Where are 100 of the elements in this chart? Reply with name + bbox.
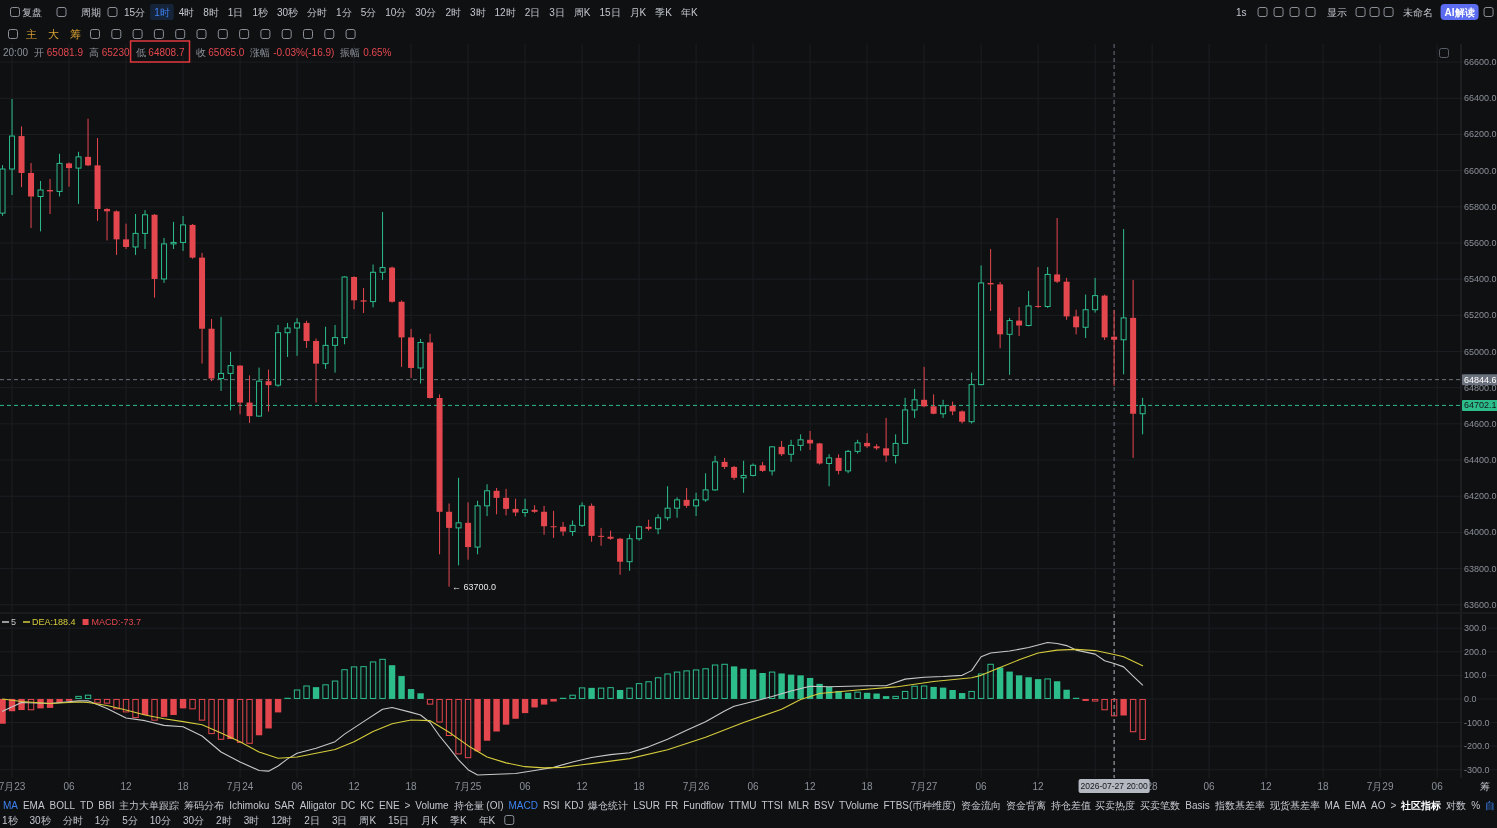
text: EMA — [22, 799, 45, 811]
bar — [312, 687, 320, 699]
x-tick-label: 18 — [405, 780, 418, 792]
bar — [379, 658, 386, 699]
bar — [901, 690, 909, 699]
x-tick-label: 7月27 — [910, 780, 938, 792]
bar — [1091, 698, 1099, 702]
bar — [208, 698, 215, 735]
bar — [911, 685, 918, 699]
text: FTBS(币种维度) — [883, 799, 956, 811]
text: 10分 — [149, 814, 171, 826]
text: 主力大单跟踪 — [119, 799, 180, 811]
bar — [702, 668, 709, 699]
candlestick — [493, 487, 500, 515]
bar — [179, 698, 187, 709]
bar — [778, 673, 785, 699]
bar — [721, 663, 728, 699]
text: ENE — [379, 799, 400, 811]
bar — [844, 692, 852, 699]
text: 年K — [680, 6, 698, 18]
bar — [664, 673, 671, 699]
candlestick — [598, 527, 605, 547]
candlestick — [1082, 294, 1089, 339]
text: 30秒 — [276, 6, 299, 18]
bar — [1101, 698, 1108, 711]
x-tick-label: 7月24 — [226, 780, 254, 792]
candlestick — [740, 460, 747, 494]
x-tick-label: 12 — [348, 780, 361, 792]
bar — [331, 680, 339, 699]
text: > — [1390, 799, 1397, 811]
y-tick-label: 64400.0 — [1464, 455, 1497, 466]
bar — [474, 698, 481, 752]
text: EMA — [1344, 799, 1367, 811]
bar — [426, 698, 434, 705]
candlestick — [484, 483, 491, 517]
bar — [1034, 679, 1042, 699]
text: 爆仓统计 — [588, 799, 629, 811]
bar — [588, 687, 595, 699]
bar — [521, 698, 529, 714]
y-tick-label: 66600.0 — [1464, 57, 1497, 68]
candlestick — [1054, 217, 1061, 284]
text: KDJ — [564, 799, 584, 811]
candlestick — [332, 324, 339, 374]
x-tick-label: 18 — [1317, 780, 1330, 792]
text: 5分 — [122, 814, 138, 826]
text: Volume — [415, 799, 450, 811]
text: MA — [3, 799, 19, 811]
bar — [1120, 698, 1127, 716]
candlestick — [892, 433, 899, 464]
annotation: 涨幅 -0.03%(-16.9) — [250, 46, 335, 58]
bar — [27, 698, 35, 711]
bar — [94, 698, 101, 704]
bar — [217, 698, 225, 740]
x-tick-label: 18 — [861, 780, 874, 792]
candlestick — [123, 223, 130, 250]
text: 15分 — [124, 6, 146, 18]
bar — [597, 687, 605, 699]
text: BSV — [814, 799, 835, 811]
ref-line-label: 64844.6 — [1464, 374, 1497, 385]
text: 年K — [478, 814, 496, 826]
text: TTMU — [728, 799, 757, 811]
candlestick — [446, 502, 453, 588]
bar — [1110, 698, 1118, 717]
legend-label: DEA:188.4 — [32, 617, 76, 627]
bar — [1006, 671, 1013, 699]
annotation: ← 63700.0 — [452, 581, 497, 592]
x-tick-label: 12 — [1032, 780, 1045, 792]
text: 筹 — [1480, 780, 1490, 792]
candlestick — [28, 162, 35, 229]
bar — [996, 667, 1004, 699]
text: 自 — [1485, 799, 1495, 811]
bar — [303, 685, 310, 699]
bar — [151, 698, 158, 721]
annotation: 振幅 0.65% — [340, 46, 392, 58]
y-tick-label: 66200.0 — [1464, 129, 1497, 140]
candlestick — [85, 118, 92, 167]
x-tick-label: 12 — [576, 780, 589, 792]
candlestick — [522, 498, 529, 518]
x-tick-label: 12 — [1260, 780, 1273, 792]
bar — [939, 687, 947, 699]
bar — [635, 683, 643, 699]
text: FR — [664, 799, 679, 811]
candlestick — [655, 513, 662, 535]
y-tick-label: -100.0 — [1464, 717, 1490, 728]
candlestick — [683, 487, 690, 509]
candlestick — [883, 417, 890, 463]
candlestick — [845, 449, 852, 474]
bar — [122, 698, 130, 713]
y-tick-label: -200.0 — [1464, 741, 1490, 752]
text: 1分 — [94, 814, 111, 826]
y-tick-label: 63600.0 — [1464, 599, 1497, 610]
bar — [550, 698, 557, 702]
bar — [1015, 675, 1023, 699]
x-tick-label: 06 — [63, 780, 76, 792]
text: 资金流向 — [960, 799, 1001, 811]
text: 1秒 — [252, 6, 268, 18]
candlestick — [170, 221, 177, 250]
text: DC — [340, 799, 356, 811]
bar — [797, 675, 804, 699]
bar — [160, 698, 168, 717]
